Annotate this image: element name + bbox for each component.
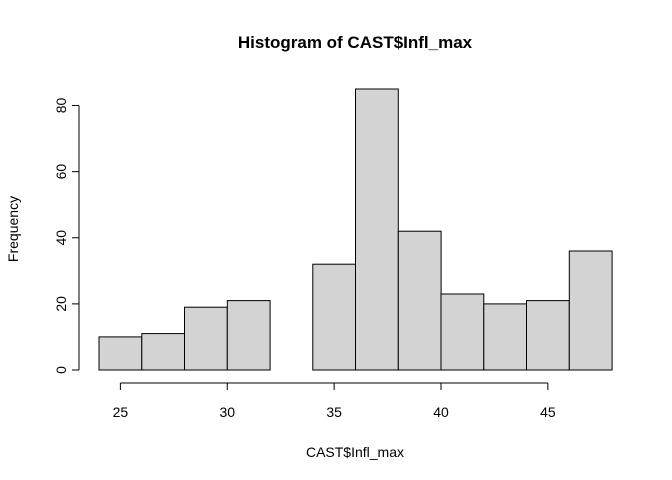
y-axis-label: Frequency — [5, 196, 21, 262]
histogram-bar-26-28 — [141, 333, 186, 371]
histogram-bar-34-36 — [312, 263, 357, 371]
bars-group — [98, 88, 613, 371]
histogram-bar-24-26 — [98, 336, 143, 371]
x-tick-label-30: 30 — [219, 404, 235, 420]
histogram-bar-30-32 — [226, 300, 271, 371]
x-tick-label-25: 25 — [113, 404, 129, 420]
histogram-bar-40-42 — [440, 293, 485, 371]
histogram-bar-44-46 — [526, 300, 570, 371]
histogram-bar-28-30 — [184, 306, 228, 371]
histogram-bar-46-48 — [568, 250, 613, 371]
y-tick-label-20: 20 — [53, 296, 69, 312]
chart-title: Histogram of CAST$Infl_max — [238, 33, 473, 52]
y-axis: 0 20 40 60 80 — [53, 98, 80, 374]
y-tick-label-40: 40 — [53, 230, 69, 246]
x-tick-label-35: 35 — [326, 404, 342, 420]
x-axis: 25 30 35 40 45 — [113, 382, 556, 420]
y-tick-label-60: 60 — [53, 164, 69, 180]
histogram-bar-38-40 — [397, 230, 442, 371]
y-tick-label-80: 80 — [53, 98, 69, 114]
x-tick-label-40: 40 — [433, 404, 449, 420]
histogram-bar-42-44 — [483, 303, 528, 371]
y-tick-label-0: 0 — [53, 366, 69, 374]
x-tick-label-45: 45 — [540, 404, 556, 420]
x-axis-label: CAST$Infl_max — [306, 444, 404, 460]
histogram-bar-36-38 — [355, 88, 399, 371]
